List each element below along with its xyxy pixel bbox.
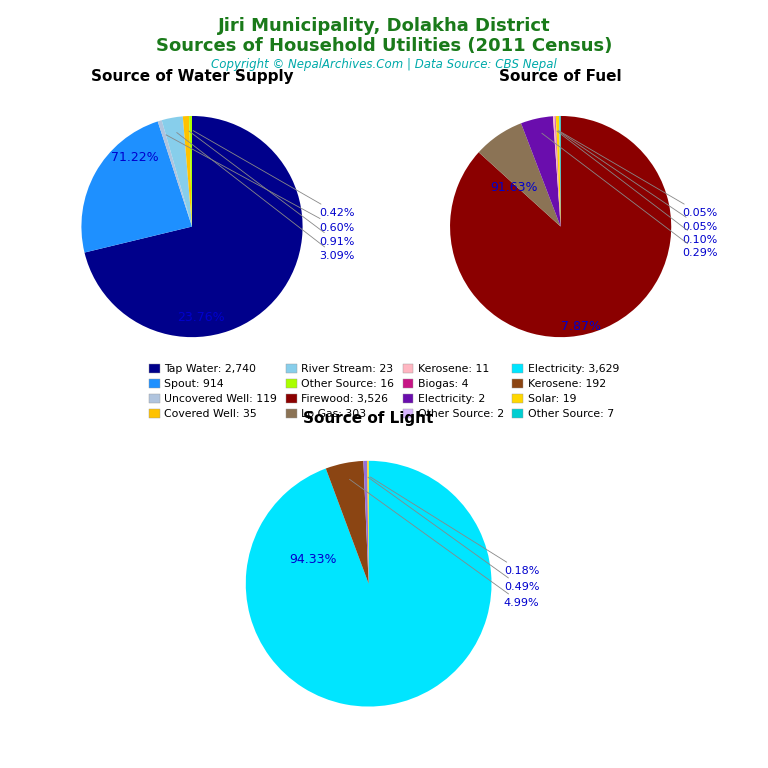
Wedge shape — [363, 461, 369, 584]
Title: Source of Light: Source of Light — [303, 411, 434, 426]
Text: 0.05%: 0.05% — [558, 131, 717, 218]
Wedge shape — [554, 116, 561, 227]
Wedge shape — [157, 121, 192, 227]
Wedge shape — [84, 116, 303, 337]
Text: 0.05%: 0.05% — [558, 131, 717, 232]
Wedge shape — [559, 116, 561, 227]
Text: Sources of Household Utilities (2011 Census): Sources of Household Utilities (2011 Cen… — [156, 37, 612, 55]
Wedge shape — [162, 116, 192, 227]
Text: 0.10%: 0.10% — [557, 131, 717, 245]
Text: 0.29%: 0.29% — [541, 133, 718, 258]
Text: 0.18%: 0.18% — [370, 477, 539, 577]
Text: 7.87%: 7.87% — [561, 319, 601, 333]
Wedge shape — [246, 461, 492, 707]
Wedge shape — [367, 461, 369, 584]
Wedge shape — [189, 116, 192, 227]
Wedge shape — [326, 461, 369, 584]
Text: 71.22%: 71.22% — [111, 151, 158, 164]
Text: 0.91%: 0.91% — [189, 131, 355, 247]
Wedge shape — [556, 116, 561, 227]
Text: 0.42%: 0.42% — [193, 131, 355, 218]
Title: Source of Fuel: Source of Fuel — [499, 69, 622, 84]
Legend: Tap Water: 2,740, Spout: 914, Uncovered Well: 119, Covered Well: 35, River Strea: Tap Water: 2,740, Spout: 914, Uncovered … — [149, 364, 619, 419]
Wedge shape — [559, 116, 561, 227]
Text: 94.33%: 94.33% — [290, 553, 337, 565]
Wedge shape — [183, 116, 192, 227]
Wedge shape — [555, 116, 561, 227]
Wedge shape — [478, 124, 561, 227]
Text: 4.99%: 4.99% — [349, 479, 539, 608]
Text: 3.09%: 3.09% — [177, 133, 355, 261]
Text: 0.49%: 0.49% — [368, 477, 539, 592]
Wedge shape — [553, 116, 561, 227]
Wedge shape — [81, 121, 192, 253]
Text: 0.60%: 0.60% — [166, 135, 354, 233]
Text: Jiri Municipality, Dolakha District: Jiri Municipality, Dolakha District — [217, 17, 551, 35]
Wedge shape — [450, 116, 671, 337]
Title: Source of Water Supply: Source of Water Supply — [91, 69, 293, 84]
Text: 23.76%: 23.76% — [177, 311, 225, 324]
Text: Copyright © NepalArchives.Com | Data Source: CBS Nepal: Copyright © NepalArchives.Com | Data Sou… — [211, 58, 557, 71]
Text: 91.63%: 91.63% — [491, 181, 538, 194]
Wedge shape — [521, 116, 561, 227]
